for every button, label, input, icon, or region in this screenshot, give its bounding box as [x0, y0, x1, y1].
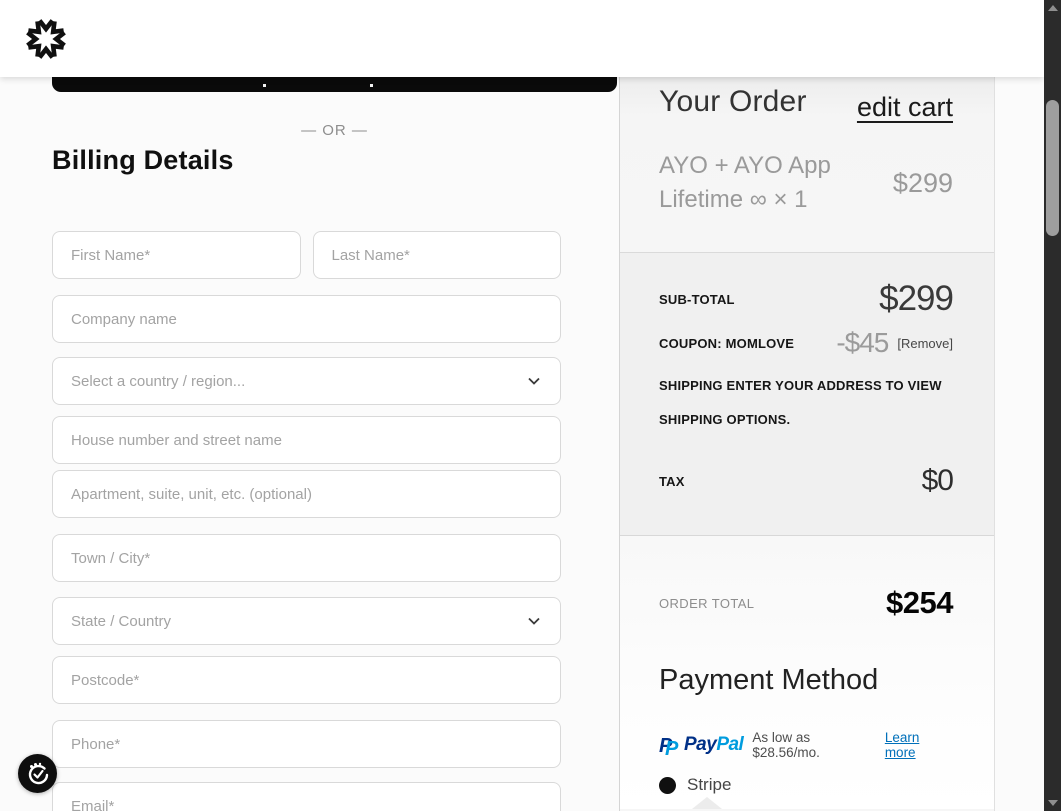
postcode-input[interactable] [52, 656, 561, 704]
country-select[interactable]: Select a country / region... [52, 357, 561, 405]
shipping-label: SHIPPING [659, 378, 723, 393]
name-row [52, 231, 561, 279]
subtotal-row: SUB-TOTAL $299 [659, 273, 954, 325]
product-price: $299 [892, 167, 953, 198]
stripe-radio-selected[interactable] [659, 776, 676, 794]
payment-method-title: Payment Method [659, 664, 879, 696]
town-city-input[interactable] [52, 534, 561, 582]
order-total-row: ORDER TOTAL $254 [659, 582, 953, 624]
state-select-placeholder: State / Country [71, 612, 172, 630]
paypal-financing-message: As low as $28.56/mo. [752, 730, 820, 760]
coupon-discount-value: -$45 [836, 327, 889, 358]
billing-form: Select a country / region... State / Cou… [52, 227, 561, 811]
or-divider: — OR — [301, 122, 368, 139]
stripe-panel-arrow [692, 797, 722, 809]
paypal-learn-more-link[interactable]: Learn more [884, 730, 920, 760]
order-header-section: Your Order edit cart AYO + AYO App Lifet… [620, 77, 994, 252]
apartment-suite-input[interactable] [52, 470, 561, 518]
site-header [0, 0, 1044, 77]
vertical-scrollbar[interactable] [1044, 0, 1061, 811]
order-totals-section: SUB-TOTAL $299 COUPON: MOMLOVE -$45 [Rem… [620, 252, 994, 536]
product-name: AYO + AYO App Lifetime ∞ × 1 [659, 149, 831, 217]
stripe-label: Stripe [687, 775, 732, 794]
phone-input[interactable] [52, 720, 561, 768]
brand-logo[interactable] [22, 14, 70, 64]
paypal-wordmark: PayPal [684, 734, 744, 755]
accessibility-icon [28, 762, 48, 784]
starburst-logo-icon [26, 19, 66, 59]
tax-value: $0 [921, 464, 954, 497]
email-input[interactable] [52, 782, 561, 811]
subtotal-value: $299 [879, 279, 954, 318]
payment-section: ORDER TOTAL $254 Payment Method P P PayP… [620, 536, 994, 809]
order-total-value: $254 [886, 585, 953, 620]
billing-column: — OR — Billing Details Select a country … [0, 40, 619, 811]
company-name-input[interactable] [52, 295, 561, 343]
subtotal-label: SUB-TOTAL [659, 291, 735, 307]
chevron-down-icon [528, 617, 540, 625]
shipping-row: SHIPPING ENTER YOUR ADDRESS TO VIEW SHIP… [659, 369, 959, 437]
svg-text:P: P [659, 735, 673, 757]
street-address-input[interactable] [52, 416, 561, 464]
accessibility-widget-button[interactable] [18, 754, 57, 793]
tax-label: TAX [659, 473, 685, 489]
edit-cart-link[interactable]: edit cart [856, 92, 953, 122]
coupon-row: COUPON: MOMLOVE -$45 [Remove] [659, 325, 953, 361]
first-name-input[interactable] [52, 231, 301, 279]
product-name-line2: Lifetime ∞ × 1 [659, 186, 808, 213]
order-total-label: ORDER TOTAL [659, 595, 755, 611]
billing-details-title: Billing Details [52, 145, 234, 175]
shipping-value: ENTER YOUR ADDRESS TO VIEW SHIPPING OPTI… [659, 378, 942, 427]
coupon-remove-link[interactable]: [Remove] [897, 335, 953, 351]
last-name-input[interactable] [312, 231, 561, 279]
country-select-placeholder: Select a country / region... [71, 372, 246, 390]
paypal-option-row[interactable]: P P PayPal As low as $28.56/mo. Learn mo… [659, 730, 953, 760]
chevron-down-icon [528, 377, 540, 385]
your-order-title: Your Order [659, 85, 807, 118]
tax-row: TAX $0 [659, 461, 954, 501]
stripe-option-row[interactable]: Stripe [659, 775, 953, 795]
order-line-item: AYO + AYO App Lifetime ∞ × 1 $299 [659, 149, 953, 217]
coupon-label: COUPON: MOMLOVE [659, 335, 795, 351]
scroll-down-arrow-icon[interactable] [1047, 800, 1058, 806]
scrollbar-thumb[interactable] [1046, 100, 1059, 236]
scroll-up-arrow-icon[interactable] [1047, 5, 1058, 11]
state-select[interactable]: State / Country [52, 597, 561, 645]
product-name-line1: AYO + AYO App [659, 152, 831, 179]
paypal-icon: P P [659, 735, 679, 757]
svg-text:P: P [665, 738, 679, 757]
order-summary-panel: Your Order edit cart AYO + AYO App Lifet… [619, 77, 995, 811]
